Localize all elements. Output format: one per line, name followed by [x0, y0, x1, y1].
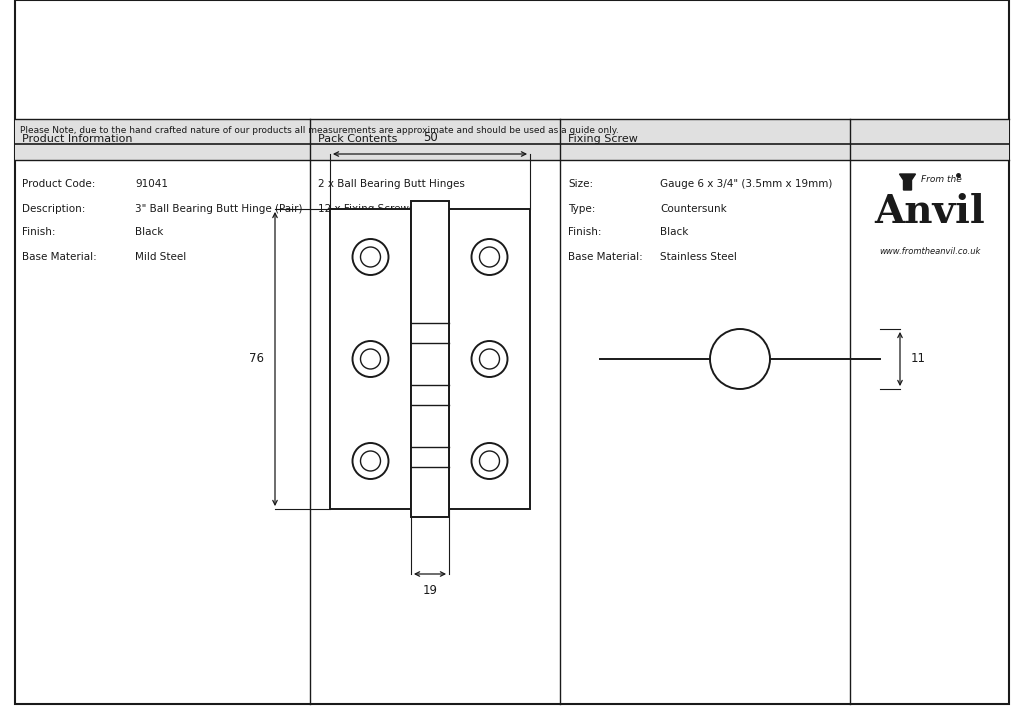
Bar — [330, 209, 411, 509]
Text: 2 x Ball Bearing Butt Hinges: 2 x Ball Bearing Butt Hinges — [318, 179, 465, 189]
Text: From the: From the — [922, 175, 962, 183]
Polygon shape — [899, 174, 915, 190]
Text: 3" Ball Bearing Butt Hinge (Pair): 3" Ball Bearing Butt Hinge (Pair) — [135, 204, 302, 214]
Text: Base Material:: Base Material: — [568, 252, 643, 262]
Circle shape — [479, 247, 500, 267]
Circle shape — [479, 451, 500, 471]
Text: Stainless Steel: Stainless Steel — [660, 252, 737, 262]
Text: Countersunk: Countersunk — [660, 204, 727, 214]
Circle shape — [360, 451, 381, 471]
Circle shape — [471, 341, 508, 377]
Text: Pack Contents: Pack Contents — [318, 134, 397, 145]
Circle shape — [471, 239, 508, 275]
Circle shape — [360, 247, 381, 267]
Text: Product Information: Product Information — [22, 134, 132, 145]
Text: Mild Steel: Mild Steel — [135, 252, 186, 262]
Text: Type:: Type: — [568, 204, 595, 214]
Text: 91041: 91041 — [135, 179, 168, 189]
Text: 50: 50 — [423, 131, 437, 144]
Text: Finish:: Finish: — [568, 227, 601, 237]
Text: Black: Black — [135, 227, 164, 237]
Text: Black: Black — [660, 227, 688, 237]
Text: Base Material:: Base Material: — [22, 252, 96, 262]
Text: 12 x Fixing Screws: 12 x Fixing Screws — [318, 204, 415, 214]
Text: Anvil: Anvil — [874, 193, 985, 231]
Bar — [449, 209, 530, 509]
Bar — [411, 201, 449, 517]
Text: Fixing Screw: Fixing Screw — [568, 134, 638, 145]
Circle shape — [360, 349, 381, 369]
Circle shape — [352, 341, 388, 377]
Text: Please Note, due to the hand crafted nature of our products all measurements are: Please Note, due to the hand crafted nat… — [20, 126, 618, 135]
Text: Size:: Size: — [568, 179, 593, 189]
Text: 11: 11 — [911, 352, 926, 365]
Bar — [560, 119, 850, 160]
Text: 19: 19 — [423, 584, 437, 597]
Bar — [310, 119, 560, 160]
Text: 76: 76 — [249, 352, 264, 365]
Bar — [850, 119, 1009, 160]
Circle shape — [352, 239, 388, 275]
Text: www.fromtheanvil.co.uk: www.fromtheanvil.co.uk — [879, 247, 980, 255]
Text: Gauge 6 x 3/4" (3.5mm x 19mm): Gauge 6 x 3/4" (3.5mm x 19mm) — [660, 179, 833, 189]
Circle shape — [352, 443, 388, 479]
Bar — [15, 119, 310, 160]
Circle shape — [471, 443, 508, 479]
Circle shape — [710, 329, 770, 389]
Text: Finish:: Finish: — [22, 227, 55, 237]
Circle shape — [479, 349, 500, 369]
Text: Product Code:: Product Code: — [22, 179, 95, 189]
Text: Description:: Description: — [22, 204, 85, 214]
